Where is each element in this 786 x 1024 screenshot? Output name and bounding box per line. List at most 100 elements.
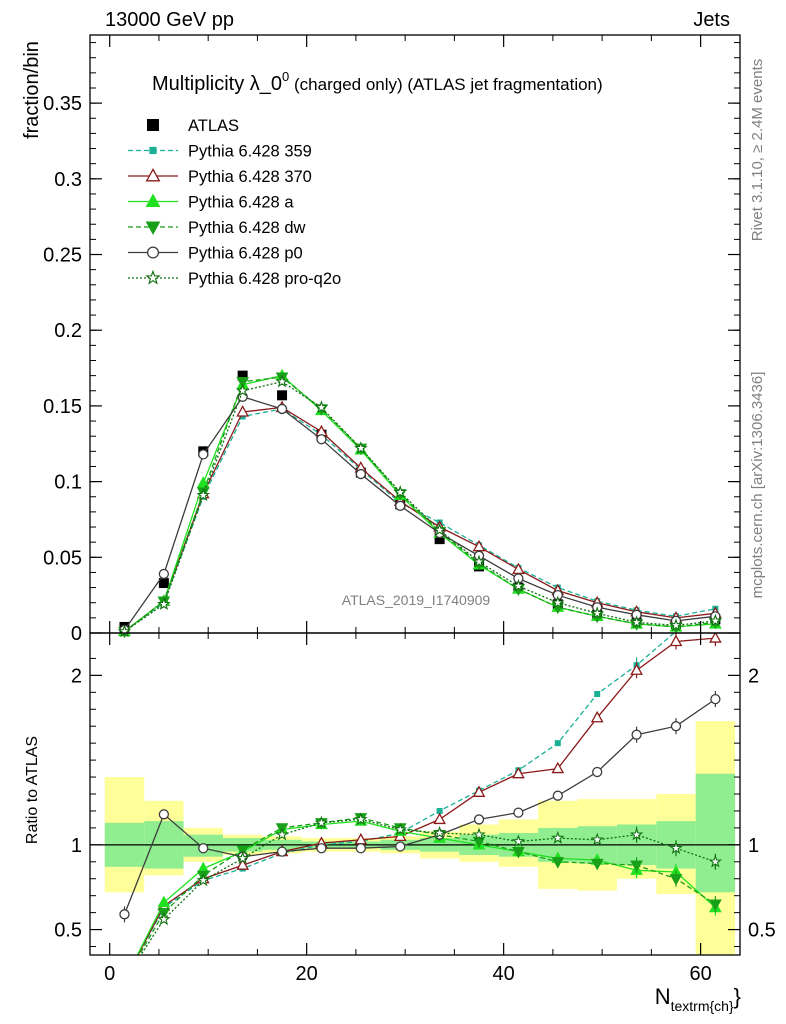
legend: ATLAS Pythia 6.428 359 Pythia 6.428 370 Pyt…: [128, 117, 341, 288]
legend-marker: [145, 193, 161, 207]
legend-marker: [146, 246, 160, 259]
ratio-point: [590, 710, 604, 723]
data-point: [432, 522, 447, 536]
ratio-point: [630, 663, 643, 675]
ratio-point: [592, 766, 603, 778]
ratio-line-pythia-6-428-370: [137, 637, 716, 955]
data-point: [316, 434, 327, 445]
legend-label: Pythia 6.428 370: [188, 168, 312, 186]
ratio-y-tick-label-right: 0.5: [748, 920, 776, 942]
ratio-point: [590, 858, 604, 871]
data-point: [472, 554, 486, 568]
ratio-point: [669, 841, 683, 855]
data-point: [196, 488, 211, 502]
ratio-point: [551, 830, 565, 844]
legend-label: Pythia 6.428 a: [188, 194, 294, 212]
legend-label: ATLAS: [188, 117, 239, 135]
data-point: [472, 539, 486, 552]
mcplots-label: mcplots.cern.ch [arXiv:1306.3436]: [749, 372, 766, 599]
ratio-point: [512, 846, 525, 859]
ratio-point: [236, 858, 250, 870]
legend-marker: [149, 146, 157, 155]
ratio-point: [473, 814, 485, 825]
data-point: [235, 383, 250, 397]
data-point: [395, 500, 406, 511]
ratio-line-pythia-6-428-359: [137, 633, 676, 955]
data-point: [511, 578, 526, 592]
y-tick-label: 0.35: [43, 93, 82, 115]
y-tick-label: 0.2: [54, 320, 82, 342]
data-point: [355, 468, 366, 480]
series-line-pythia-6-428-pro-q2o: [124, 381, 716, 633]
series-line-pythia-6-428-dw: [124, 376, 716, 633]
main-axis-ticks: 0 0.05 0.1 0.15 0.2 0.25 0.3 0.35: [43, 35, 740, 645]
ratio-line-pythia-6-428-a: [136, 820, 716, 955]
ratio-point: [196, 873, 211, 887]
y-tick-label: 0: [71, 623, 82, 645]
data-point: [275, 374, 289, 388]
ratio-point: [314, 815, 329, 829]
legend-label: Pythia 6.428 p0: [188, 245, 303, 263]
legend-entry-pythia-6-428-dw: Pythia 6.428 dw: [128, 219, 305, 237]
y-tick-label: 0.05: [43, 547, 82, 569]
x-tick-label: 0: [104, 963, 115, 985]
ratio-point: [554, 740, 561, 747]
data-point: [276, 403, 288, 415]
data-point: [196, 476, 210, 488]
ratio-point: [709, 633, 722, 643]
data-point: [237, 370, 248, 381]
ratio-point: [709, 899, 722, 912]
legend-marker: [145, 221, 161, 235]
x-tick-label: 40: [493, 963, 515, 985]
ratio-line-pythia-6-428-pro-q2o: [140, 818, 716, 955]
ratio-point: [511, 834, 526, 848]
ratio-series-layer: [119, 633, 723, 955]
ratio-y-tick-label: 0.5: [54, 920, 82, 942]
ratio-point: [436, 807, 443, 814]
y-tick-label: 0.3: [54, 169, 82, 191]
legend-label: Pythia 6.428 pro-q2o: [188, 270, 341, 288]
ratio-point: [513, 807, 524, 818]
data-point: [198, 449, 209, 460]
ratio-point: [710, 693, 721, 705]
ratio-point: [236, 845, 250, 857]
ratio-point: [158, 809, 170, 820]
data-point: [158, 568, 170, 580]
ratio-point: [594, 691, 601, 698]
ratio-point: [708, 854, 723, 868]
x-tick-label: 20: [296, 963, 318, 985]
ratio-point: [355, 843, 366, 854]
ratio-point: [630, 860, 643, 873]
legend-entry-pythia-6-428-370: Pythia 6.428 370: [128, 168, 312, 186]
ratio-point: [235, 851, 250, 865]
legend-entry-atlas: ATLAS: [147, 117, 239, 135]
data-point: [157, 597, 171, 611]
data-point: [708, 613, 723, 627]
ratio-plot-frame: [89, 632, 741, 956]
ratio-point: [119, 909, 130, 920]
ratio-point: [354, 812, 368, 826]
ratio-y-axis-label: Ratio to ATLAS: [24, 736, 41, 844]
data-point: [512, 562, 525, 575]
legend-marker: [147, 119, 159, 131]
ratio-uncertainty-bands: [90, 721, 740, 955]
ratio-point: [275, 827, 289, 841]
y-tick-label: 0.25: [43, 245, 82, 267]
legend-label: Pythia 6.428 359: [188, 143, 312, 161]
ratio-y-tick-label-right: 2: [748, 665, 759, 687]
ratio-point: [551, 761, 565, 774]
data-point: [236, 405, 250, 417]
data-point: [393, 485, 408, 499]
ratio-line-pythia-6-428-p0: [123, 698, 716, 915]
ratio-point: [472, 785, 486, 797]
legend-entry-pythia-6-428-359: Pythia 6.428 359: [128, 143, 312, 161]
main-series-layer: [117, 368, 723, 639]
ratio-point: [512, 766, 525, 779]
y-tick-label: 0.15: [43, 396, 82, 418]
data-point: [236, 377, 250, 389]
data-point: [354, 441, 368, 455]
data-point: [629, 615, 644, 629]
ratio-point: [631, 729, 642, 740]
analysis-id: ATLAS_2019_I1740909: [342, 592, 491, 608]
